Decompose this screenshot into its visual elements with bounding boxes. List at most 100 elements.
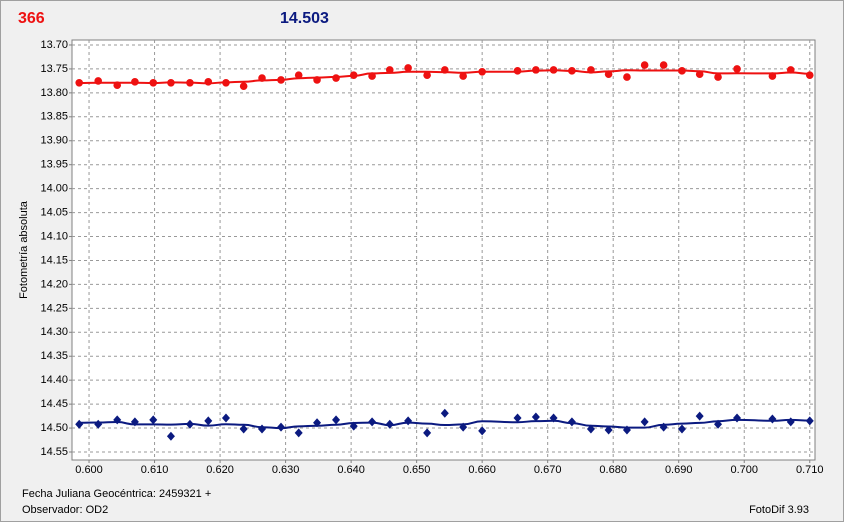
point [258, 424, 267, 434]
point [587, 66, 595, 74]
point [677, 424, 686, 434]
x-tick-label: 0.630 [272, 464, 300, 476]
point [568, 67, 576, 75]
point [805, 416, 814, 426]
point [313, 76, 321, 84]
y-tick-label: 13.75 [40, 63, 68, 75]
point [167, 79, 175, 87]
point [478, 426, 487, 436]
y-tick-label: 14.45 [40, 398, 68, 410]
point [258, 74, 266, 82]
x-tick-label: 0.620 [206, 464, 234, 476]
y-tick-label: 14.20 [40, 278, 68, 290]
point [805, 71, 814, 79]
point [733, 65, 741, 73]
point [459, 72, 467, 80]
point [149, 415, 158, 425]
fit-line [79, 418, 810, 430]
point [185, 419, 194, 429]
point [423, 428, 432, 438]
point [204, 416, 213, 426]
x-tick-label: 0.690 [665, 464, 693, 476]
point [459, 422, 468, 432]
point [404, 416, 413, 426]
point [768, 414, 777, 424]
y-tick-label: 13.70 [40, 39, 68, 51]
point [786, 417, 795, 427]
point [440, 408, 449, 418]
point [204, 78, 213, 86]
point [404, 64, 412, 72]
point [349, 71, 358, 79]
y-tick-label: 14.00 [40, 183, 68, 195]
point [604, 425, 613, 435]
point [549, 413, 558, 423]
point [640, 417, 649, 427]
y-tick-label: 14.15 [40, 254, 68, 266]
point [368, 417, 377, 427]
point [385, 66, 394, 74]
y-tick-label: 13.80 [40, 87, 68, 99]
point [513, 413, 522, 423]
point [332, 415, 341, 425]
point [75, 79, 84, 87]
point [478, 67, 486, 76]
point [678, 67, 686, 75]
point [604, 70, 613, 78]
point [239, 82, 248, 90]
software-label: FotoDif 3.93 [749, 504, 809, 516]
x-tick-label: 0.640 [337, 464, 365, 476]
point [349, 421, 358, 431]
y-tick-label: 14.35 [40, 350, 68, 362]
point [659, 61, 668, 69]
point [531, 412, 540, 422]
point [733, 413, 742, 423]
point [768, 72, 777, 80]
x-axis-label: Fecha Juliana Geocéntrica: 2459321 + [22, 488, 211, 500]
point [622, 425, 631, 435]
point [332, 74, 340, 82]
point [94, 419, 103, 429]
y-tick-label: 14.10 [40, 230, 68, 242]
point [714, 73, 722, 81]
point [786, 66, 795, 74]
point [294, 71, 303, 79]
x-tick-label: 0.660 [468, 464, 496, 476]
point [239, 424, 248, 434]
count-label: 366 [18, 10, 45, 27]
point [186, 79, 194, 87]
y-tick-label: 13.85 [40, 111, 68, 123]
point [513, 67, 522, 75]
y-tick-label: 13.95 [40, 159, 68, 171]
point [94, 77, 103, 85]
point [623, 73, 631, 81]
point [149, 79, 158, 87]
point [368, 72, 376, 80]
y-tick-label: 14.30 [40, 326, 68, 338]
point [385, 419, 394, 429]
y-tick-label: 14.25 [40, 302, 68, 314]
y-axis-label: Fotometría absoluta [18, 200, 30, 299]
point [714, 419, 723, 429]
point [532, 66, 540, 74]
point [567, 417, 576, 427]
point [423, 71, 431, 79]
point [113, 415, 122, 425]
point [277, 422, 286, 432]
point [113, 81, 122, 90]
point [166, 431, 175, 441]
point [549, 66, 558, 74]
x-tick-label: 0.610 [141, 464, 169, 476]
point [441, 66, 449, 74]
point [313, 418, 322, 428]
y-tick-label: 14.40 [40, 374, 68, 386]
plot-area [71, 39, 816, 461]
x-tick-label: 0.680 [599, 464, 627, 476]
point [586, 424, 595, 434]
point [131, 78, 139, 86]
point [222, 79, 230, 87]
point [659, 422, 668, 432]
x-tick-label: 0.600 [75, 464, 103, 476]
point [130, 417, 139, 427]
